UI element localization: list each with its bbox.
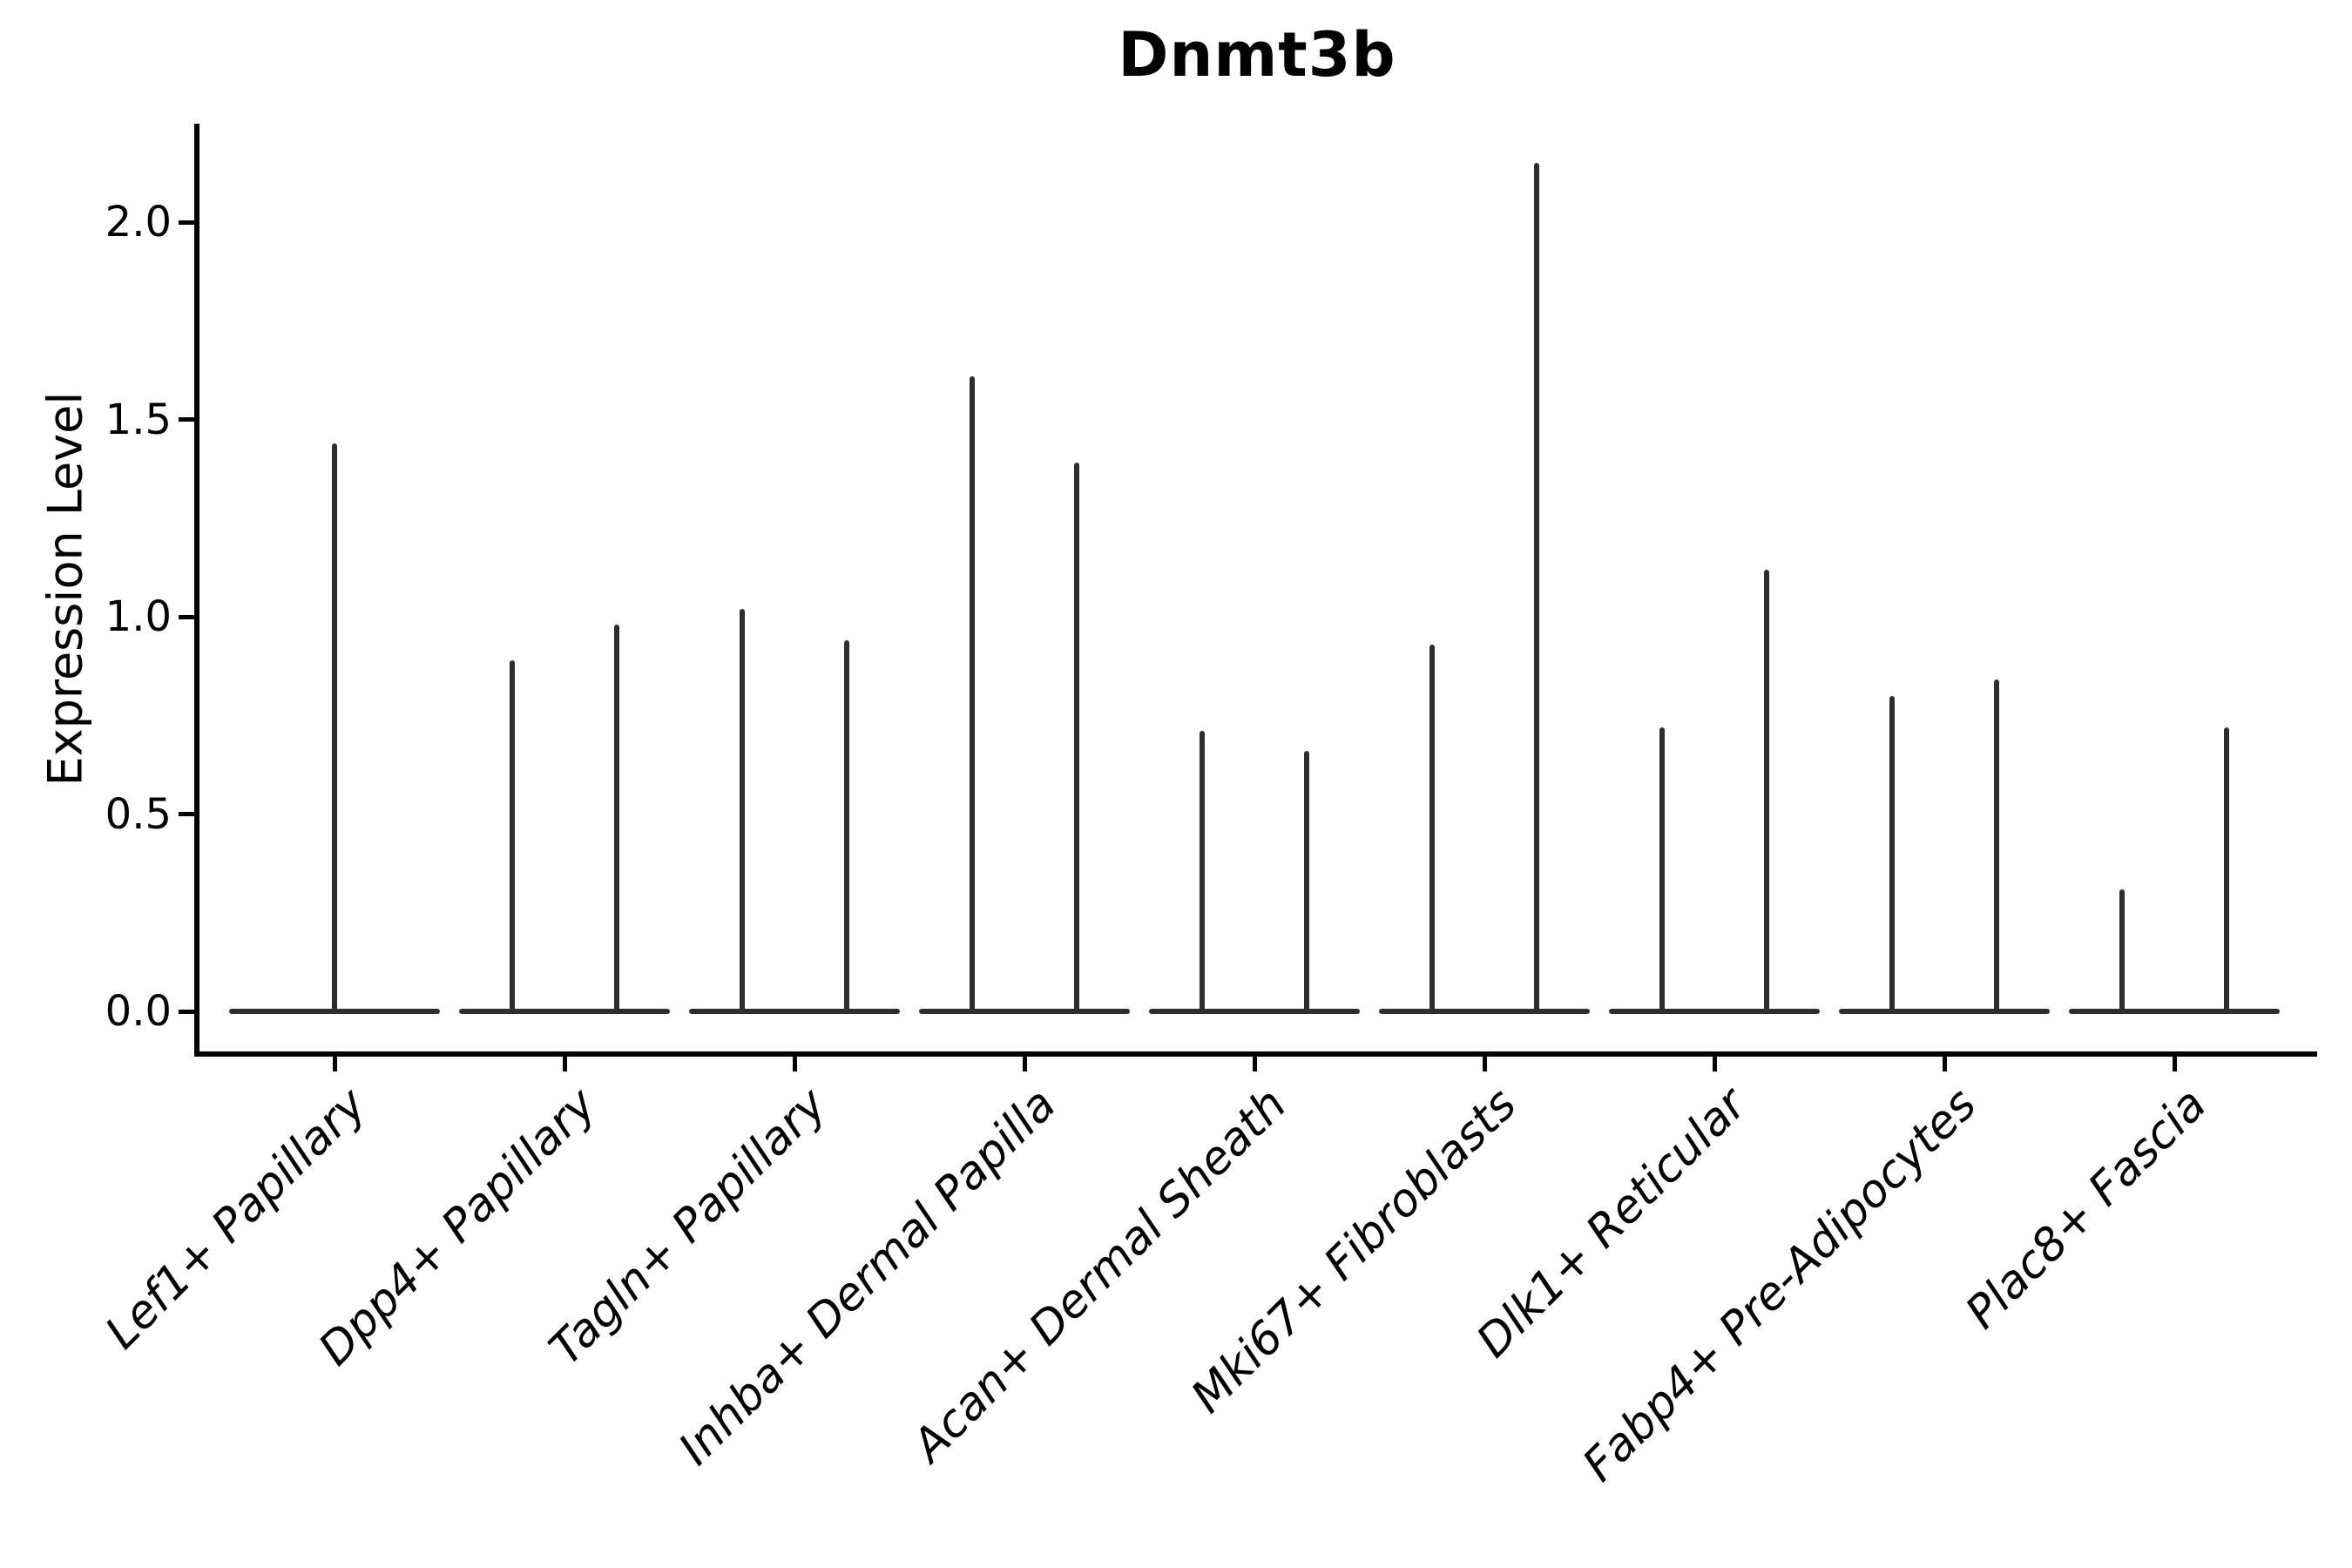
x-tick-label: Fabp4+ Pre-Adipocytes (1572, 1078, 1987, 1492)
violin-spike (1074, 463, 1079, 1011)
x-axis-spine (194, 1051, 2317, 1057)
y-tick-label: 2.0 (105, 198, 172, 247)
violin-baseline (1149, 1009, 1360, 1014)
x-tick-label: Inhba+ Dermal Papilla (669, 1078, 1067, 1476)
x-tick (1942, 1057, 1947, 1071)
violin-baseline (2069, 1009, 2280, 1014)
violin-baseline (1609, 1009, 1820, 1014)
violin-spike (1659, 727, 1665, 1011)
y-tick (179, 417, 194, 422)
violin-spike (1429, 644, 1435, 1011)
x-tick (1712, 1057, 1717, 1071)
x-tick (332, 1057, 337, 1071)
plot-title: Dnmt3b (1118, 19, 1396, 91)
y-axis-spine (194, 124, 199, 1057)
violin-spike (740, 608, 745, 1011)
violin-baseline (1839, 1009, 2050, 1014)
violin-spike (614, 625, 619, 1011)
x-tick-label: Acan+ Dermal Sheath (902, 1078, 1297, 1472)
y-tick (179, 614, 194, 619)
x-tick (562, 1057, 567, 1071)
y-tick (179, 812, 194, 816)
violin-spike (1994, 679, 1999, 1011)
x-tick-label: Plac8+ Fascia (1956, 1078, 2217, 1340)
x-tick (1482, 1057, 1487, 1071)
violin-spike (2119, 889, 2125, 1011)
violin-spike (332, 443, 337, 1011)
violin-spike (1304, 751, 1309, 1011)
x-tick (2172, 1057, 2177, 1071)
violin-baseline (919, 1009, 1130, 1014)
x-tick (1022, 1057, 1027, 1071)
violin-spike (2224, 727, 2229, 1011)
violin-spike (1764, 569, 1769, 1011)
violin-baseline (689, 1009, 900, 1014)
violin-baseline (229, 1009, 440, 1014)
violin-spike (844, 640, 849, 1011)
y-tick-label: 1.0 (105, 592, 172, 641)
violin-baseline (1379, 1009, 1590, 1014)
violin-spike (970, 375, 975, 1011)
violin-baseline (459, 1009, 670, 1014)
violin-spike (1200, 731, 1205, 1011)
y-tick-label: 0.0 (105, 987, 172, 1036)
violin-spike (1889, 695, 1895, 1011)
violin-spike (1534, 163, 1539, 1011)
y-tick-label: 1.5 (105, 395, 172, 444)
x-tick (1252, 1057, 1257, 1071)
y-tick (179, 1009, 194, 1014)
x-tick (792, 1057, 797, 1071)
y-tick-label: 0.5 (105, 789, 172, 839)
y-tick (179, 220, 194, 225)
violin-spike (510, 659, 515, 1011)
